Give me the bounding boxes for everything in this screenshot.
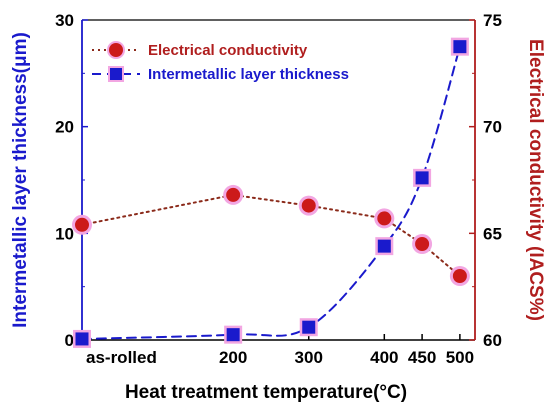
y-left-tick-label: 20 xyxy=(55,118,74,137)
y-axis-right-title: Electrical conductivity (IACS%) xyxy=(525,39,546,321)
legend: Electrical conductivity Intermetallic lay… xyxy=(92,41,349,83)
x-tick-label: 400 xyxy=(370,348,398,367)
data-point xyxy=(453,40,467,54)
x-tick-label: 200 xyxy=(219,348,247,367)
data-point xyxy=(226,187,241,202)
x-tick-label: 450 xyxy=(408,348,436,367)
data-point xyxy=(415,237,430,251)
x-axis-title: Heat treatment temperature(°C) xyxy=(125,382,407,403)
data-point xyxy=(452,269,467,283)
data-point xyxy=(302,320,316,334)
data-point xyxy=(377,239,391,253)
data-point xyxy=(226,328,240,342)
data-point xyxy=(75,217,89,232)
y-right-tick-label: 60 xyxy=(483,331,502,350)
x-tick-label: as-rolled xyxy=(86,348,157,367)
series-layer xyxy=(72,37,470,348)
data-point xyxy=(415,171,429,185)
series-line-0 xyxy=(81,193,461,277)
y-left-tick-label: 0 xyxy=(65,331,74,350)
y-right-tick-label: 65 xyxy=(483,224,502,243)
data-point xyxy=(377,211,392,226)
series-line-1 xyxy=(81,45,461,340)
legend-label: Electrical conductivity xyxy=(148,42,308,59)
y-right-tick-label: 70 xyxy=(483,118,502,137)
y-axis-left-title: Intermetallic layer thickness(μm) xyxy=(10,32,31,328)
y-left-tick-label: 30 xyxy=(55,11,74,30)
data-point xyxy=(301,198,316,213)
x-tick-label: 300 xyxy=(295,348,323,367)
y-left-tick-label: 10 xyxy=(55,224,74,243)
data-point xyxy=(75,332,89,346)
legend-label: Intermetallic layer thickness xyxy=(148,66,349,83)
legend-marker xyxy=(110,68,122,80)
x-tick-label: 500 xyxy=(446,348,474,367)
axes-layer: 0 10 20 30 60 65 70 75 as-rolled 200 300 400 450 500 xyxy=(55,11,502,367)
legend-marker xyxy=(109,43,123,57)
y-right-tick-label: 75 xyxy=(483,11,502,30)
